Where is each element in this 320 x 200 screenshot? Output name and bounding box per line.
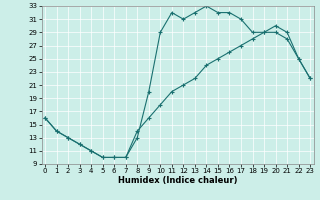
X-axis label: Humidex (Indice chaleur): Humidex (Indice chaleur) <box>118 176 237 185</box>
